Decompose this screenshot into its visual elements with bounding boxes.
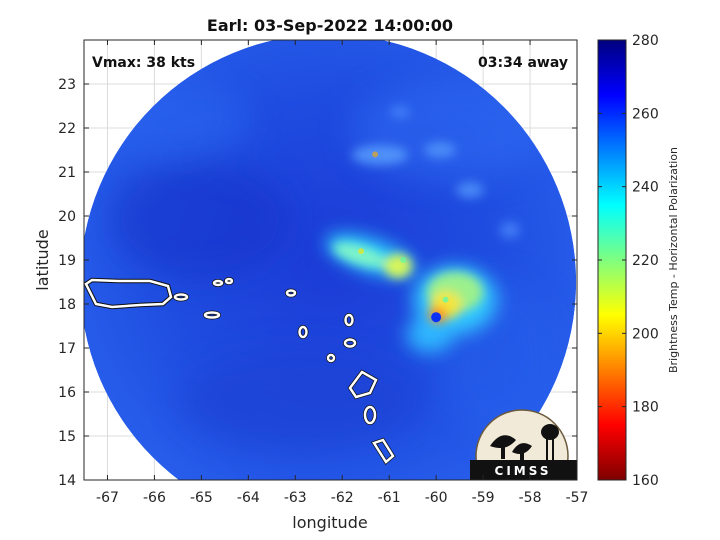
time-away-annotation: 03:34 away [478,55,568,71]
x-axis-label: longitude [292,513,367,532]
colorbar-tick-label: 240 [632,180,659,196]
y-tick-label: 23 [58,77,76,93]
y-tick-label: 16 [58,385,76,401]
x-tick-label: -61 [378,490,401,506]
y-axis: 14 15 16 17 18 19 20 21 22 23 [58,77,577,489]
x-tick-label: -66 [143,490,166,506]
x-tick-label: -67 [96,490,119,506]
colorbar-label: Brightness Temp - Horizontal Polarizatio… [667,147,680,373]
x-tick-label: -60 [425,490,448,506]
colorbar-tick-label: 280 [632,33,659,49]
colorbar-tick-label: 200 [632,326,659,342]
y-tick-label: 18 [58,297,76,313]
y-tick-label: 14 [58,473,76,489]
dish-icon [490,435,516,448]
y-tick-label: 17 [58,341,76,357]
colorbar-gradient [597,39,627,481]
feature-rainband-east [442,296,449,303]
y-tick-label: 21 [58,165,76,181]
dish-icon [512,443,532,454]
x-tick-label: -58 [519,490,542,506]
x-axis: -67 -66 -65 -64 -63 -62 -61 -60 -59 -58 -57 [96,40,588,506]
swath-layer [84,40,577,480]
x-tick-label: -65 [190,490,213,506]
feature-warm-core [431,312,442,323]
y-tick-label: 20 [58,209,76,225]
y-tick-label: 19 [58,253,76,269]
colorbar-ticks: 160 180 200 220 240 260 280 [598,33,659,489]
x-tick-label: -63 [284,490,307,506]
cimss-logo: CIMSS [470,409,577,480]
colorbar-tick-label: 220 [632,253,659,269]
colorbar-tick-label: 160 [632,473,659,489]
x-tick-label: -57 [566,490,589,506]
feature-rainband-arc [358,248,365,255]
colorbar-tick-label: 260 [632,106,659,122]
cloud-streaks [352,106,520,238]
feature-marks [358,151,449,323]
y-axis-label: latitude [33,229,52,290]
vmax-annotation: Vmax: 38 kts [92,55,195,71]
colorbar-tick-label: 180 [632,400,659,416]
feature-cloud-streak [372,151,379,158]
x-tick-label: -62 [331,490,354,506]
water-tower-icon [541,424,559,440]
y-tick-label: 15 [58,429,76,445]
x-tick-label: -59 [472,490,495,506]
chart-title: Earl: 03-Sep-2022 14:00:00 [207,16,453,35]
feature-rainband-north [400,257,407,263]
y-tick-label: 22 [58,121,76,137]
x-tick-label: -64 [237,490,260,506]
coastlines [84,277,396,466]
logo-text: CIMSS [495,464,552,478]
colorbar: 160 180 200 220 240 260 280 Brightness Temp - … [597,33,680,489]
